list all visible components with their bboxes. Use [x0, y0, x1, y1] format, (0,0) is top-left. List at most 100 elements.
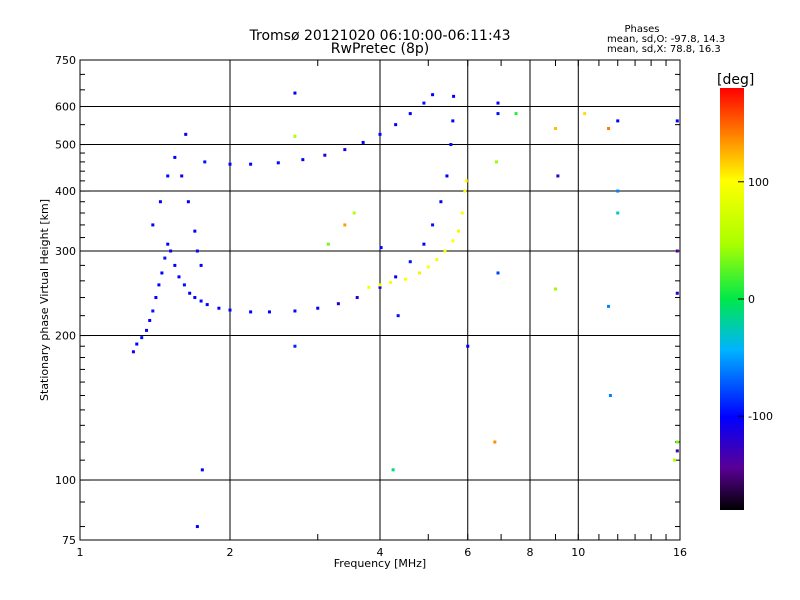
colorbar-tick-label: -100 [748, 410, 773, 423]
echo-point [158, 200, 162, 204]
echo-point [316, 306, 320, 310]
y-tick-label: 75 [62, 534, 76, 547]
echo-point [293, 134, 297, 138]
echo-point [131, 350, 135, 354]
data-points [131, 91, 679, 529]
echo-point [249, 162, 253, 166]
echo-point [457, 229, 461, 233]
echo-point [408, 260, 412, 264]
echo-point [426, 265, 430, 269]
echo-point [166, 242, 170, 246]
echo-point [166, 174, 170, 178]
echo-point [394, 275, 398, 279]
echo-point [439, 200, 443, 204]
echo-point [675, 119, 679, 123]
echo-point [451, 239, 455, 243]
echo-point [403, 277, 407, 281]
echo-point [217, 306, 221, 310]
echo-point [173, 155, 177, 159]
echo-point [367, 285, 371, 289]
echo-point [396, 314, 400, 318]
echo-point [184, 132, 188, 136]
x-axis-label: Frequency [MHz] [334, 557, 426, 570]
echo-point [553, 126, 557, 130]
echo-point [394, 123, 398, 127]
echo-point [431, 93, 435, 97]
echo-point [180, 174, 184, 178]
echo-point [135, 342, 139, 346]
stats-o: mean, sd,O: -97.8, 14.3 [607, 34, 725, 45]
echo-point [675, 440, 679, 444]
echo-point [449, 143, 453, 147]
echo-point [352, 211, 356, 215]
echo-point [422, 101, 426, 105]
echo-point [389, 280, 393, 284]
echo-point [177, 275, 181, 279]
echo-point [188, 291, 192, 295]
echo-point [200, 468, 204, 472]
echo-point [323, 153, 327, 157]
echo-point [293, 344, 297, 348]
echo-point [460, 211, 464, 215]
echo-point [608, 394, 612, 398]
x-tick-label: 8 [527, 546, 534, 559]
colorbar-ticks: 100 0 -100 [738, 176, 773, 423]
echo-point [160, 271, 164, 275]
echo-point [326, 242, 330, 246]
echo-point [378, 283, 382, 287]
echo-point [148, 318, 152, 322]
chart-title: Tromsø 20121020 06:10:00-06:11:43 [249, 28, 511, 44]
echo-point [169, 249, 173, 253]
echo-point [145, 328, 149, 332]
echo-point [391, 468, 395, 472]
echo-point [496, 101, 500, 105]
echo-point [553, 287, 557, 291]
echo-point [293, 309, 297, 313]
echo-point [193, 296, 197, 300]
echo-point [496, 271, 500, 275]
echo-point [451, 119, 455, 123]
echo-point [355, 296, 359, 300]
echo-point [378, 285, 382, 289]
echo-point [343, 148, 347, 152]
echo-point [675, 449, 679, 453]
echo-point [417, 271, 421, 275]
echo-point [466, 344, 470, 348]
colorbar-label: [deg] [717, 72, 754, 88]
echo-point [249, 310, 253, 314]
echo-point [186, 200, 190, 204]
echo-point [675, 291, 679, 295]
echo-point [435, 258, 439, 262]
echo-point [496, 112, 500, 116]
echo-point [379, 246, 383, 250]
x-tick-label: 1 [77, 546, 84, 559]
echo-point [182, 283, 186, 287]
echo-point [228, 162, 232, 166]
echo-point [199, 263, 203, 267]
echo-point [293, 91, 297, 95]
echo-point [228, 308, 232, 312]
stats-x: mean, sd,X: 78.8, 16.3 [607, 44, 721, 55]
echo-point [199, 299, 203, 303]
echo-point [431, 223, 435, 227]
echo-point [422, 242, 426, 246]
echo-point [157, 283, 161, 287]
colorbar-tick-label: 0 [748, 293, 755, 306]
echo-point [616, 189, 620, 193]
x-tick-label: 16 [673, 546, 687, 559]
y-tick-label: 200 [55, 330, 76, 343]
echo-point [205, 303, 209, 307]
x-tick-label: 6 [464, 546, 471, 559]
echo-point [445, 174, 449, 178]
echo-point [343, 223, 347, 227]
echo-point [673, 458, 677, 462]
x-gridlines [229, 60, 579, 540]
echo-point [675, 249, 679, 253]
x-tick-label: 4 [377, 546, 384, 559]
y-tick-label: 400 [55, 185, 76, 198]
echo-point [452, 94, 456, 98]
chart-subtitle: RwPretec (8p) [331, 41, 429, 57]
echo-point [616, 119, 620, 123]
echo-point [163, 256, 167, 260]
echo-point [616, 211, 620, 215]
